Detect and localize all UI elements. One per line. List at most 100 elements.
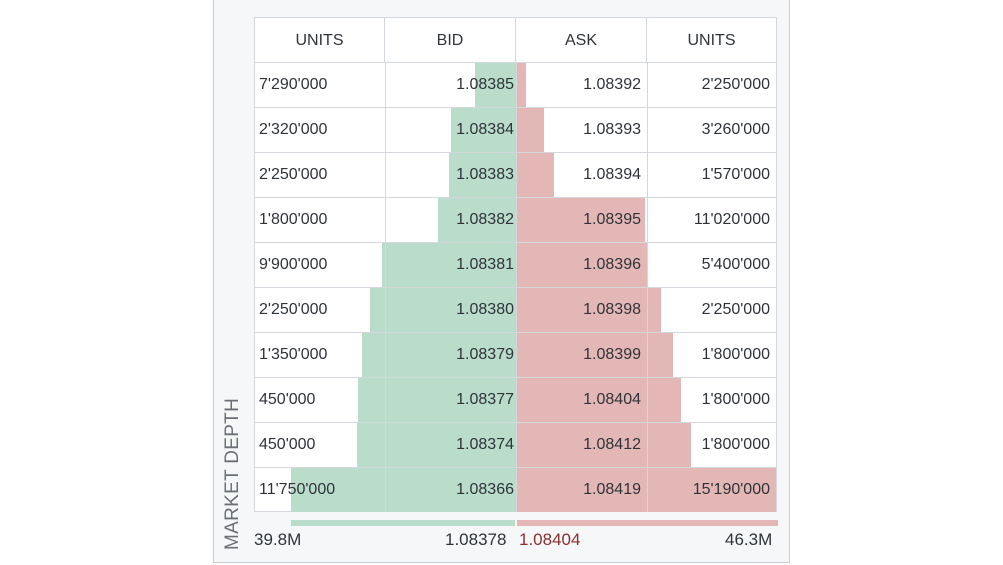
column-divider [516, 378, 517, 422]
bid-units-cell: 2'250'000 [259, 301, 328, 318]
ask-depth-bar [517, 468, 776, 512]
bid-price-cell: 1.08374 [456, 436, 514, 453]
bid-depth-bar [451, 108, 516, 152]
ask-price-cell: 1.08396 [583, 256, 641, 273]
bid-average: 1.08378 [445, 530, 507, 549]
bid-units-cell: 1'350'000 [259, 346, 328, 363]
depth-row: 1'350'000 1.08379 1.08399 1'800'000 [255, 332, 776, 377]
ask-units-cell: 3'260'000 [701, 121, 770, 138]
ask-units-cell: 1'800'000 [701, 436, 770, 453]
ask-depth-bar [517, 243, 647, 287]
bid-depth-bar [358, 378, 516, 422]
bid-depth-bar [357, 423, 516, 467]
bid-depth-bar [362, 333, 516, 377]
column-divider [516, 243, 517, 287]
ask-price-cell: 1.08412 [583, 436, 641, 453]
ask-units-cell: 1'570'000 [701, 166, 770, 183]
depth-row: 450'000 1.08377 1.08404 1'800'000 [255, 377, 776, 422]
ask-volume-bar [517, 520, 778, 526]
bid-depth-bar [438, 198, 516, 242]
depth-row: 7'290'000 1.08385 1.08392 2'250'000 [255, 62, 776, 107]
column-divider [647, 468, 648, 512]
bid-volume-bar [291, 520, 515, 526]
header-bid: BID [385, 18, 516, 63]
bid-price-cell: 1.08366 [456, 481, 514, 498]
column-divider [516, 423, 517, 467]
ask-depth-bar [517, 153, 554, 197]
bid-units-cell: 450'000 [259, 391, 316, 408]
bid-depth-bar [291, 468, 516, 512]
bid-price-cell: 1.08379 [456, 346, 514, 363]
bid-total: 39.8M [254, 530, 302, 549]
ask-price-cell: 1.08404 [583, 391, 641, 408]
column-divider [516, 468, 517, 512]
column-divider [647, 108, 648, 152]
bid-price-cell: 1.08380 [456, 301, 514, 318]
ask-average: 1.08404 [519, 530, 581, 549]
ask-depth-bar [517, 63, 526, 107]
bid-units-cell: 9'900'000 [259, 256, 328, 273]
ask-total: 46.3M [725, 530, 773, 549]
column-divider [647, 423, 648, 467]
bid-depth-bar [382, 243, 516, 287]
bid-price-cell: 1.08384 [456, 121, 514, 138]
bid-price-cell: 1.08381 [456, 256, 514, 273]
ask-units-cell: 1'800'000 [701, 346, 770, 363]
bid-depth-bar [449, 153, 516, 197]
depth-row: 9'900'000 1.08381 1.08396 5'400'000 [255, 242, 776, 287]
ask-units-cell: 15'190'000 [692, 481, 770, 498]
depth-row: 450'000 1.08374 1.08412 1'800'000 [255, 422, 776, 467]
column-divider [385, 468, 386, 512]
bid-units-cell: 2'250'000 [259, 166, 328, 183]
ask-units-cell: 5'400'000 [701, 256, 770, 273]
column-divider [385, 153, 386, 197]
ask-price-cell: 1.08419 [583, 481, 641, 498]
column-divider [385, 288, 386, 332]
column-divider [647, 243, 648, 287]
ask-price-cell: 1.08393 [583, 121, 641, 138]
ask-price-cell: 1.08398 [583, 301, 641, 318]
column-divider [516, 108, 517, 152]
ask-depth-bar [517, 378, 681, 422]
column-divider [385, 423, 386, 467]
bid-price-cell: 1.08377 [456, 391, 514, 408]
depth-row: 2'250'000 1.08383 1.08394 1'570'000 [255, 152, 776, 197]
ask-depth-bar [517, 288, 661, 332]
ask-units-cell: 2'250'000 [701, 76, 770, 93]
column-divider [385, 243, 386, 287]
column-divider [516, 333, 517, 377]
column-divider [516, 198, 517, 242]
depth-row: 2'250'000 1.08380 1.08398 2'250'000 [255, 287, 776, 332]
depth-row: 11'750'000 1.08366 1.08419 15'190'000 [255, 467, 776, 512]
bid-price-cell: 1.08383 [456, 166, 514, 183]
header-ask-units: UNITS [687, 32, 736, 49]
column-divider [385, 378, 386, 422]
ask-price-cell: 1.08392 [583, 76, 641, 93]
bid-depth-bar [475, 63, 516, 107]
bid-depth-bar [370, 288, 516, 332]
depth-row: 2'320'000 1.08384 1.08393 3'260'000 [255, 107, 776, 152]
ask-units-cell: 11'020'000 [693, 211, 770, 228]
ask-depth-bar [517, 108, 544, 152]
column-divider [516, 63, 517, 107]
column-divider [385, 63, 386, 107]
column-divider [385, 198, 386, 242]
column-divider [647, 198, 648, 242]
ask-depth-bar [517, 198, 645, 242]
ask-price-cell: 1.08399 [583, 346, 641, 363]
column-divider [385, 108, 386, 152]
ask-price-cell: 1.08395 [583, 211, 641, 228]
column-divider [647, 63, 648, 107]
column-divider [647, 378, 648, 422]
ask-units-cell: 1'800'000 [701, 391, 770, 408]
market-depth-label: MARKET DEPTH [222, 397, 243, 550]
column-divider [647, 153, 648, 197]
column-divider [516, 288, 517, 332]
bid-units-cell: 11'750'000 [259, 481, 336, 498]
column-divider [516, 153, 517, 197]
ask-depth-bar [517, 423, 691, 467]
column-divider [647, 288, 648, 332]
bid-price-cell: 1.08382 [456, 211, 514, 228]
bid-units-cell: 1'800'000 [259, 211, 328, 228]
column-divider [385, 333, 386, 377]
